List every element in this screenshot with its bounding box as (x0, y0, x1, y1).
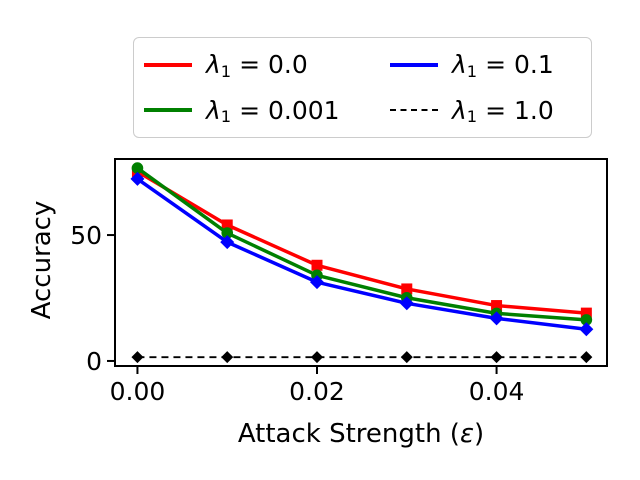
series-1 (131, 162, 593, 326)
plot-frame (114, 158, 608, 367)
equals-sign: = (477, 50, 514, 80)
lambda-symbol: λ (452, 50, 467, 80)
legend-label: λ1 = 1.0 (452, 95, 554, 127)
lambda-symbol: λ (206, 50, 221, 80)
x-tick-label: 0.00 (110, 377, 166, 406)
x-axis-label-text: Attack Strength ( (237, 419, 460, 449)
epsilon-symbol: ε (459, 419, 475, 449)
legend-value: 0.1 (513, 50, 554, 80)
diamond-marker (220, 235, 235, 250)
legend-value: 0.001 (267, 95, 340, 125)
square-marker (580, 307, 592, 319)
legend-item: λ1 = 0.001 (144, 95, 390, 127)
x-axis-label: Attack Strength (ε) (238, 419, 484, 449)
equals-sign: = (231, 50, 268, 80)
y-tick-label: 0 (86, 347, 102, 376)
legend-line-swatch (390, 62, 438, 67)
legend-value: 0.0 (267, 50, 308, 80)
diamond-marker (399, 296, 414, 311)
diamond-marker (489, 311, 504, 326)
square-marker (491, 300, 503, 312)
series-0 (131, 166, 592, 319)
legend-item: λ1 = 0.0 (144, 50, 390, 81)
series-3 (131, 351, 593, 364)
circle-marker (221, 227, 234, 239)
diamond-marker (400, 351, 413, 364)
diamond-marker (580, 351, 593, 364)
lambda-subscript: 1 (466, 61, 478, 81)
y-tick-label: 50 (70, 221, 102, 250)
x-axis-label-close: ) (474, 419, 485, 449)
x-tick-label: 0.04 (469, 377, 525, 406)
lambda-subscript: 1 (466, 107, 478, 127)
diamond-marker (490, 351, 503, 364)
series-line (136, 166, 587, 322)
diamond-marker (579, 322, 594, 337)
equals-sign: = (231, 95, 268, 125)
legend-line-swatch (144, 108, 192, 113)
series-2 (130, 171, 594, 337)
diamond-marker (311, 351, 324, 364)
diamond-marker (310, 275, 325, 290)
square-marker (401, 283, 413, 295)
legend-item: λ1 = 0.1 (390, 50, 581, 81)
y-axis-label: Accuracy (27, 200, 57, 320)
lambda-subscript: 1 (220, 61, 232, 81)
diamond-marker (221, 351, 234, 364)
square-marker (221, 219, 233, 231)
diamond-marker (130, 171, 145, 186)
equals-sign: = (477, 95, 514, 125)
lambda-subscript: 1 (220, 107, 232, 127)
legend-line-swatch (144, 62, 192, 67)
circle-marker (131, 162, 144, 174)
lambda-symbol: λ (206, 95, 221, 125)
legend-line-swatch (390, 109, 438, 112)
legend-value: 1.0 (513, 95, 554, 125)
legend-item: λ1 = 1.0 (390, 95, 581, 127)
series-line (136, 177, 587, 331)
legend-label: λ1 = 0.0 (206, 50, 308, 81)
legend-label: λ1 = 0.1 (452, 50, 554, 81)
legend: λ1 = 0.0 λ1 = 0.001 λ1 = 0.1 λ1 = 1.0 (133, 37, 592, 138)
diamond-marker (131, 351, 144, 364)
legend-label: λ1 = 0.001 (206, 95, 340, 127)
circle-marker (580, 314, 593, 326)
x-tick-label: 0.02 (289, 377, 345, 406)
square-marker (311, 259, 323, 271)
lambda-symbol: λ (452, 95, 467, 125)
series-line (136, 170, 587, 315)
